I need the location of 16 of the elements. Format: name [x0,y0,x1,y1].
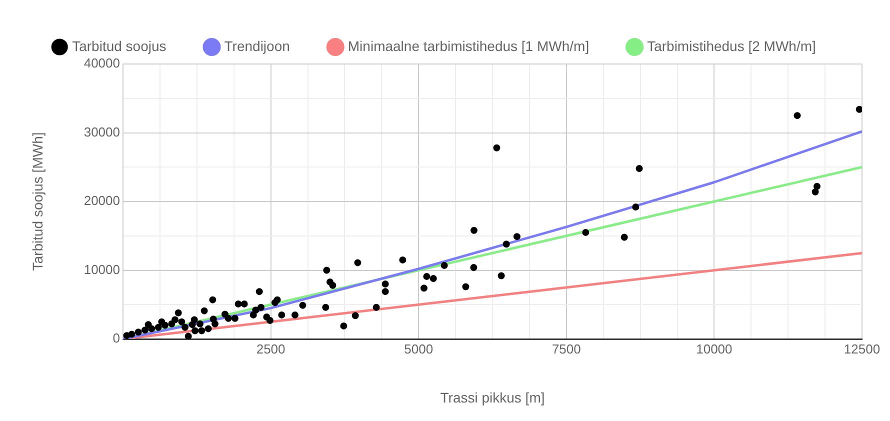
legend-label: Tarbitud soojus [72,38,166,54]
y-tick-label: 0 [112,330,120,346]
y-tick-label: 40000 [84,56,120,71]
x-tick-label: 5000 [404,341,434,356]
x-tick-label: 2500 [256,341,286,356]
y-axis-title: Tarbitud soojus [MWh] [29,132,46,271]
y-tick-label: 20000 [84,193,120,208]
x-tick-label: 12500 [844,341,880,356]
x-tick-label: 7500 [552,341,581,356]
legend-label: Trendijoon [224,38,290,54]
x-tick-label: 10000 [696,341,732,356]
x-axis-title: Trassi pikkus [m] [440,389,545,406]
y-tick-label: 10000 [84,262,120,277]
y-tick-label: 30000 [84,124,120,140]
legend-label: Tarbimistihedus [2 MWh/m] [647,38,816,54]
legend-label: Minimaalne tarbimistihedus [1 MWh/m] [348,38,590,54]
